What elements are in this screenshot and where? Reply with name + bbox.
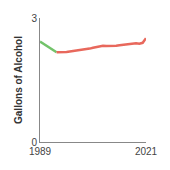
svg-text:Gallons of Alcohol: Gallons of Alcohol — [13, 36, 24, 124]
svg-text:3: 3 — [31, 13, 37, 24]
svg-text:2021: 2021 — [135, 146, 158, 157]
svg-text:0: 0 — [31, 137, 37, 148]
svg-text:1989: 1989 — [29, 146, 52, 157]
